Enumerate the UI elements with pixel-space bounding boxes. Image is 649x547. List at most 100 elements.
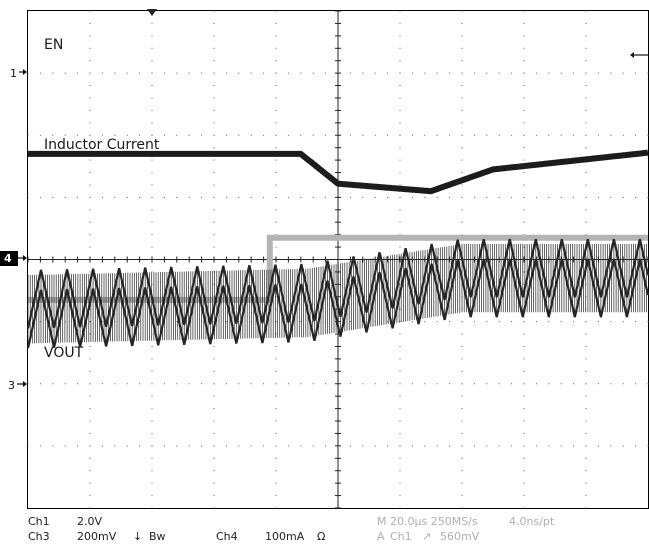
grid-dot xyxy=(585,72,587,74)
grid-dot xyxy=(349,383,351,385)
grid-dot xyxy=(498,196,500,198)
grid-dot xyxy=(151,234,153,236)
grid-dot xyxy=(163,196,165,198)
grid-dot xyxy=(89,408,91,410)
grid-dot xyxy=(101,196,103,198)
grid-dot xyxy=(585,457,587,459)
grid-dot xyxy=(585,445,587,447)
ch3-coupling-icon: ↓ xyxy=(133,530,142,543)
grid-dot xyxy=(411,196,413,198)
grid-dot xyxy=(473,196,475,198)
grid-dot xyxy=(89,196,91,198)
grid-dot xyxy=(523,122,525,124)
ch4-name: Ch4 xyxy=(216,530,238,543)
grid-dot xyxy=(387,72,389,74)
grid-dot xyxy=(275,395,277,397)
grid-dot xyxy=(64,383,66,385)
grid-dot xyxy=(275,196,277,198)
grid-dot xyxy=(585,495,587,497)
grid-dot xyxy=(213,147,215,149)
grid-dot xyxy=(213,35,215,37)
grid-dot xyxy=(151,271,153,273)
grid-dot xyxy=(275,445,277,447)
grid-dot xyxy=(436,134,438,136)
grid-dot xyxy=(461,420,463,422)
resolution-readout: 4.0ns/pt xyxy=(509,515,555,528)
grid-dot xyxy=(275,221,277,223)
grid-dot xyxy=(300,196,302,198)
grid-dot xyxy=(114,445,116,447)
grid-dot xyxy=(523,271,525,273)
grid-dot xyxy=(275,246,277,248)
grid-dot xyxy=(585,60,587,62)
grid-dot xyxy=(523,85,525,87)
grid-dot xyxy=(523,147,525,149)
grid-dot xyxy=(176,321,178,323)
grid-dot xyxy=(399,383,401,385)
grid-dot xyxy=(275,72,277,74)
grid-dot xyxy=(312,445,314,447)
grid-dot xyxy=(151,246,153,248)
grid-dot xyxy=(213,420,215,422)
grid-dot xyxy=(449,445,451,447)
vout-signal-label: VOUT xyxy=(44,345,84,361)
grid-dot xyxy=(250,196,252,198)
grid-dot xyxy=(77,383,79,385)
grid-dot xyxy=(325,72,327,74)
grid-dot xyxy=(201,445,203,447)
grid-dot xyxy=(610,196,612,198)
grid-dot xyxy=(89,345,91,347)
grid-dot xyxy=(523,495,525,497)
grid-dot xyxy=(27,134,29,136)
grid-dot xyxy=(461,408,463,410)
grid-dot xyxy=(585,470,587,472)
grid-dot xyxy=(461,159,463,161)
grid-dot xyxy=(275,172,277,174)
grid-dot xyxy=(39,383,41,385)
ch3-marker: 3 xyxy=(8,379,27,392)
grid-dot xyxy=(275,109,277,111)
grid-dot xyxy=(424,72,426,74)
grid-dot xyxy=(52,383,54,385)
vout-trace xyxy=(26,149,649,195)
grid-dot xyxy=(275,184,277,186)
grid-dot xyxy=(126,134,128,136)
grid-dot xyxy=(461,370,463,372)
grid-dot xyxy=(399,22,401,24)
grid-dot xyxy=(374,196,376,198)
grid-dot xyxy=(399,159,401,161)
grid-dot xyxy=(461,147,463,149)
grid-dot xyxy=(461,60,463,62)
grid-dot xyxy=(77,196,79,198)
grid-dot xyxy=(498,72,500,74)
grid-dot xyxy=(275,283,277,285)
grid-dot xyxy=(610,134,612,136)
grid-dot xyxy=(424,134,426,136)
grid-dot xyxy=(399,420,401,422)
grid-dot xyxy=(213,246,215,248)
grid-dot xyxy=(560,196,562,198)
grid-dot xyxy=(89,333,91,335)
grid-dot xyxy=(238,72,240,74)
grid-dot xyxy=(523,470,525,472)
grid-dot xyxy=(610,383,612,385)
grid-dot xyxy=(585,134,587,136)
grid-dot xyxy=(151,358,153,360)
grid-dot xyxy=(275,122,277,124)
grid-dot xyxy=(151,85,153,87)
grid-dot xyxy=(250,134,252,136)
grid-dot xyxy=(523,408,525,410)
grid-dot xyxy=(399,457,401,459)
grid-dot xyxy=(300,72,302,74)
grid-dot xyxy=(39,196,41,198)
grid-dot xyxy=(399,321,401,323)
grid-dot xyxy=(399,470,401,472)
svg-text:1: 1 xyxy=(10,67,17,80)
grid-dot xyxy=(597,383,599,385)
grid-dot xyxy=(89,172,91,174)
grid-dot xyxy=(263,383,265,385)
grid-dot xyxy=(89,246,91,248)
grid-dot xyxy=(473,383,475,385)
grid-dot xyxy=(399,122,401,124)
trigger-position-icon xyxy=(147,9,157,16)
